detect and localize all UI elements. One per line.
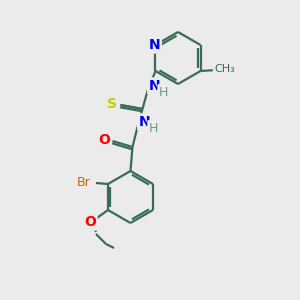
Text: O: O	[98, 133, 110, 147]
Text: CH₃: CH₃	[214, 64, 235, 74]
Text: Br: Br	[77, 176, 91, 188]
Text: O: O	[84, 215, 96, 229]
Text: H: H	[159, 85, 168, 98]
Text: S: S	[107, 97, 118, 111]
Text: N: N	[149, 79, 160, 93]
Text: N: N	[139, 115, 150, 129]
Text: N: N	[149, 38, 160, 52]
Text: H: H	[149, 122, 158, 134]
